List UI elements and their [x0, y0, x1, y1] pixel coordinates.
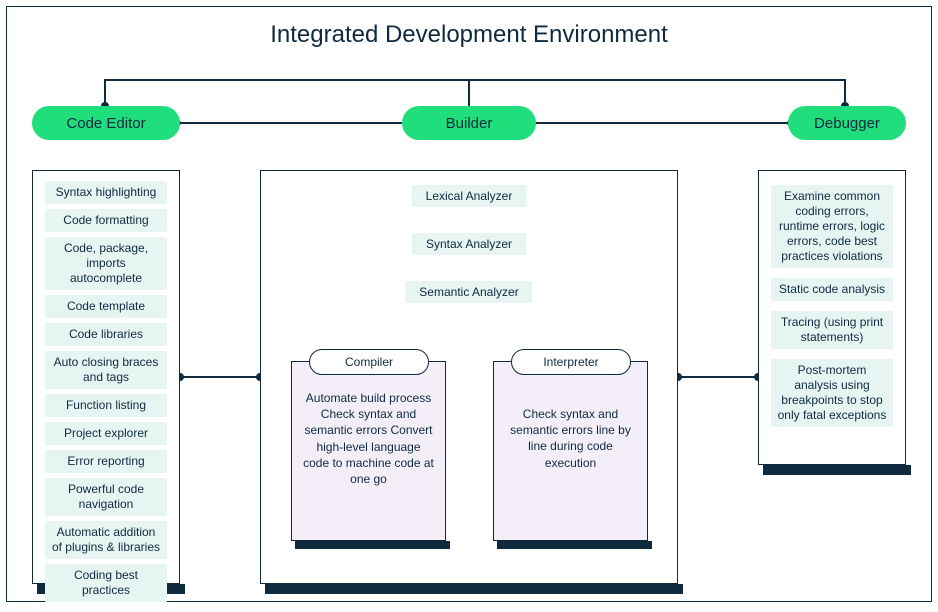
editor-pill: Code Editor — [32, 106, 180, 140]
debugger-pill: Debugger — [788, 106, 906, 140]
debugger-panel: Examine common coding errors, runtime er… — [758, 170, 906, 465]
builder-panel-shadow — [265, 584, 683, 594]
editor-item: Project explorer — [45, 422, 167, 445]
interpreter-desc: Check syntax and semantic errors line by… — [493, 361, 648, 541]
debugger-item: Examine common coding errors, runtime er… — [771, 185, 893, 268]
editor-item: Code libraries — [45, 323, 167, 346]
compiler-desc-text: Automate build process Check syntax and … — [303, 391, 434, 486]
editor-items-list: Syntax highlighting Code formatting Code… — [33, 171, 179, 612]
editor-item: Code template — [45, 295, 167, 318]
editor-item: Function listing — [45, 394, 167, 417]
diagram-title: Integrated Development Environment — [7, 21, 931, 49]
interpreter-label: Interpreter — [543, 355, 598, 369]
editor-item: Error reporting — [45, 450, 167, 473]
editor-pill-label: Code Editor — [66, 115, 145, 132]
builder-panel: Lexical Analyzer Syntax Analyzer Semanti… — [260, 170, 678, 584]
debugger-item: Tracing (using print statements) — [771, 311, 893, 349]
builder-pill: Builder — [402, 106, 536, 140]
analyzer-syntax: Syntax Analyzer — [412, 233, 526, 255]
editor-item: Powerful code navigation — [45, 478, 167, 516]
debugger-panel-shadow — [763, 465, 911, 475]
editor-panel: Syntax highlighting Code formatting Code… — [32, 170, 180, 584]
debugger-pill-label: Debugger — [814, 115, 880, 132]
compiler-subpill: Compiler — [309, 349, 429, 375]
interpreter-desc-shadow — [497, 541, 652, 549]
debugger-item: Post-mortem analysis using breakpoints t… — [771, 359, 893, 427]
builder-pill-label: Builder — [446, 115, 493, 132]
editor-item: Automatic addition of plugins & librarie… — [45, 521, 167, 559]
editor-item: Auto closing braces and tags — [45, 351, 167, 389]
compiler-desc-shadow — [295, 541, 450, 549]
editor-item: Code formatting — [45, 209, 167, 232]
editor-item: Coding best practices — [45, 564, 167, 602]
debugger-items-list: Examine common coding errors, runtime er… — [759, 171, 905, 441]
analyzer-semantic: Semantic Analyzer — [405, 281, 532, 303]
editor-item: Syntax highlighting — [45, 181, 167, 204]
debugger-item: Static code analysis — [771, 278, 893, 301]
compiler-desc: Automate build process Check syntax and … — [291, 361, 446, 541]
editor-item: Code, package, imports autocomplete — [45, 237, 167, 290]
interpreter-desc-text: Check syntax and semantic errors line by… — [510, 407, 631, 470]
analyzer-lexical: Lexical Analyzer — [412, 185, 527, 207]
interpreter-subpill: Interpreter — [511, 349, 631, 375]
compiler-label: Compiler — [345, 355, 393, 369]
